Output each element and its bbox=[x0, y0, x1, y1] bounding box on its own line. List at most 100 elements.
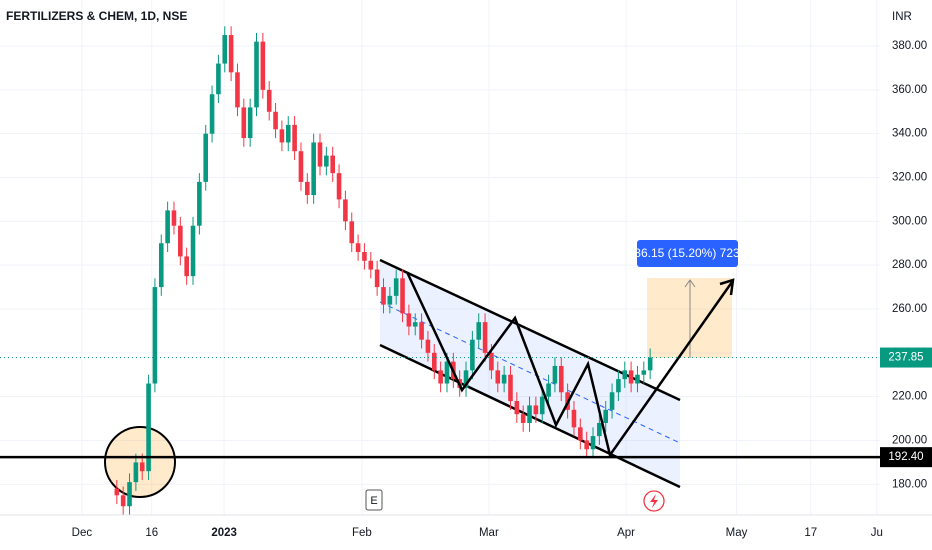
candle-body bbox=[343, 199, 348, 222]
path-arrowhead bbox=[719, 278, 735, 296]
candle-body bbox=[330, 155, 335, 174]
candle-body bbox=[222, 35, 228, 64]
candle-body bbox=[463, 370, 469, 388]
candle-body bbox=[406, 313, 412, 327]
candle-body bbox=[266, 89, 272, 112]
candle-body bbox=[501, 374, 507, 384]
y-axis-label: INR bbox=[892, 11, 912, 23]
candle-body bbox=[216, 63, 221, 95]
candle-body bbox=[374, 269, 380, 288]
measure-label-box bbox=[637, 240, 738, 267]
y-tick-label: 320.00 bbox=[892, 172, 927, 184]
x-tick-label: Apr bbox=[617, 527, 635, 539]
candle-body bbox=[139, 462, 145, 472]
y-tick-label: 300.00 bbox=[892, 215, 927, 227]
candle-body bbox=[635, 374, 640, 384]
x-tick-label: Mar bbox=[479, 527, 499, 539]
candle-body bbox=[158, 243, 164, 288]
candle-body bbox=[393, 278, 399, 296]
candle-body bbox=[616, 379, 621, 393]
x-tick-label: Ju bbox=[871, 527, 883, 539]
candle-body bbox=[311, 142, 316, 196]
last-price-label-box bbox=[880, 347, 932, 368]
candle-body bbox=[584, 440, 589, 450]
candle-body bbox=[324, 155, 329, 167]
candle-body bbox=[228, 35, 234, 73]
y-tick-label: 180.00 bbox=[892, 478, 927, 490]
candle-body bbox=[412, 322, 418, 327]
candle-body bbox=[120, 495, 126, 507]
candle-body bbox=[165, 210, 170, 244]
candle-body bbox=[425, 339, 431, 353]
candle-body bbox=[127, 482, 132, 507]
horizontal-line-label: 192.40 bbox=[888, 451, 923, 463]
y-tick-label: 220.00 bbox=[892, 391, 927, 403]
candle-body bbox=[578, 427, 583, 441]
event-marker-box[interactable] bbox=[365, 489, 383, 511]
event-marker[interactable]: E bbox=[370, 495, 377, 507]
candle-body bbox=[273, 111, 278, 130]
candle-body bbox=[368, 260, 374, 270]
candle-body bbox=[279, 129, 285, 143]
candle-body bbox=[197, 181, 202, 226]
channel-mid bbox=[379, 301, 681, 444]
candle-body bbox=[489, 352, 494, 371]
candle-body bbox=[292, 124, 297, 152]
candle-body bbox=[317, 142, 323, 167]
y-tick-label: 280.00 bbox=[892, 259, 927, 271]
candle-body bbox=[546, 383, 551, 397]
candle-body bbox=[647, 357, 653, 371]
candle-body bbox=[603, 409, 609, 423]
candle-body bbox=[558, 365, 564, 393]
measure-label: 36.15 (15.20%) 723 bbox=[634, 246, 740, 260]
candle-body bbox=[476, 322, 482, 340]
x-tick-label: 2023 bbox=[211, 527, 237, 539]
candle-body bbox=[285, 124, 291, 143]
zigzag-path bbox=[405, 271, 734, 458]
candle-body bbox=[539, 396, 545, 415]
y-tick-label: 200.00 bbox=[892, 435, 927, 447]
candle-body bbox=[190, 225, 196, 277]
y-tick-label: 340.00 bbox=[892, 128, 927, 140]
candle-body bbox=[628, 370, 634, 384]
candle-body bbox=[254, 41, 259, 108]
candle-body bbox=[114, 488, 120, 496]
candle-body bbox=[203, 133, 209, 182]
candle-body bbox=[622, 370, 628, 380]
chart-title: FERTILIZERS & CHEM, 1D, NSE bbox=[6, 9, 187, 23]
candle-body bbox=[552, 365, 558, 384]
candle-body bbox=[305, 181, 310, 196]
candle-body bbox=[590, 436, 596, 450]
candle-body bbox=[495, 370, 501, 384]
candles bbox=[114, 26, 653, 515]
x-tick-label: 16 bbox=[145, 527, 158, 539]
candle-body bbox=[184, 256, 189, 277]
y-tick-label: 360.00 bbox=[892, 84, 927, 96]
candle-body bbox=[482, 322, 488, 353]
candle-body bbox=[355, 243, 361, 253]
candle-body bbox=[609, 392, 615, 410]
measure-arrowhead bbox=[684, 279, 696, 288]
candle-body bbox=[470, 339, 475, 371]
candle-body bbox=[381, 287, 386, 305]
x-tick-label: Feb bbox=[352, 527, 372, 539]
horizontal-line-label-box bbox=[880, 447, 932, 468]
candle-body bbox=[152, 287, 158, 384]
candle-body bbox=[133, 462, 139, 483]
candle-body bbox=[349, 221, 355, 244]
candle-body bbox=[387, 295, 393, 305]
candle-body bbox=[235, 72, 240, 108]
candle-body bbox=[520, 414, 526, 423]
candle-body bbox=[247, 107, 253, 139]
highlight-circle bbox=[104, 426, 176, 498]
candle-body bbox=[431, 352, 437, 371]
x-tick-label: May bbox=[726, 527, 748, 539]
candle-body bbox=[171, 210, 177, 226]
candle-body bbox=[571, 409, 577, 428]
candle-body bbox=[527, 405, 532, 423]
candle-body bbox=[178, 225, 183, 257]
candle-body bbox=[400, 278, 405, 314]
candle-body bbox=[438, 370, 443, 384]
candle-body bbox=[298, 151, 304, 182]
